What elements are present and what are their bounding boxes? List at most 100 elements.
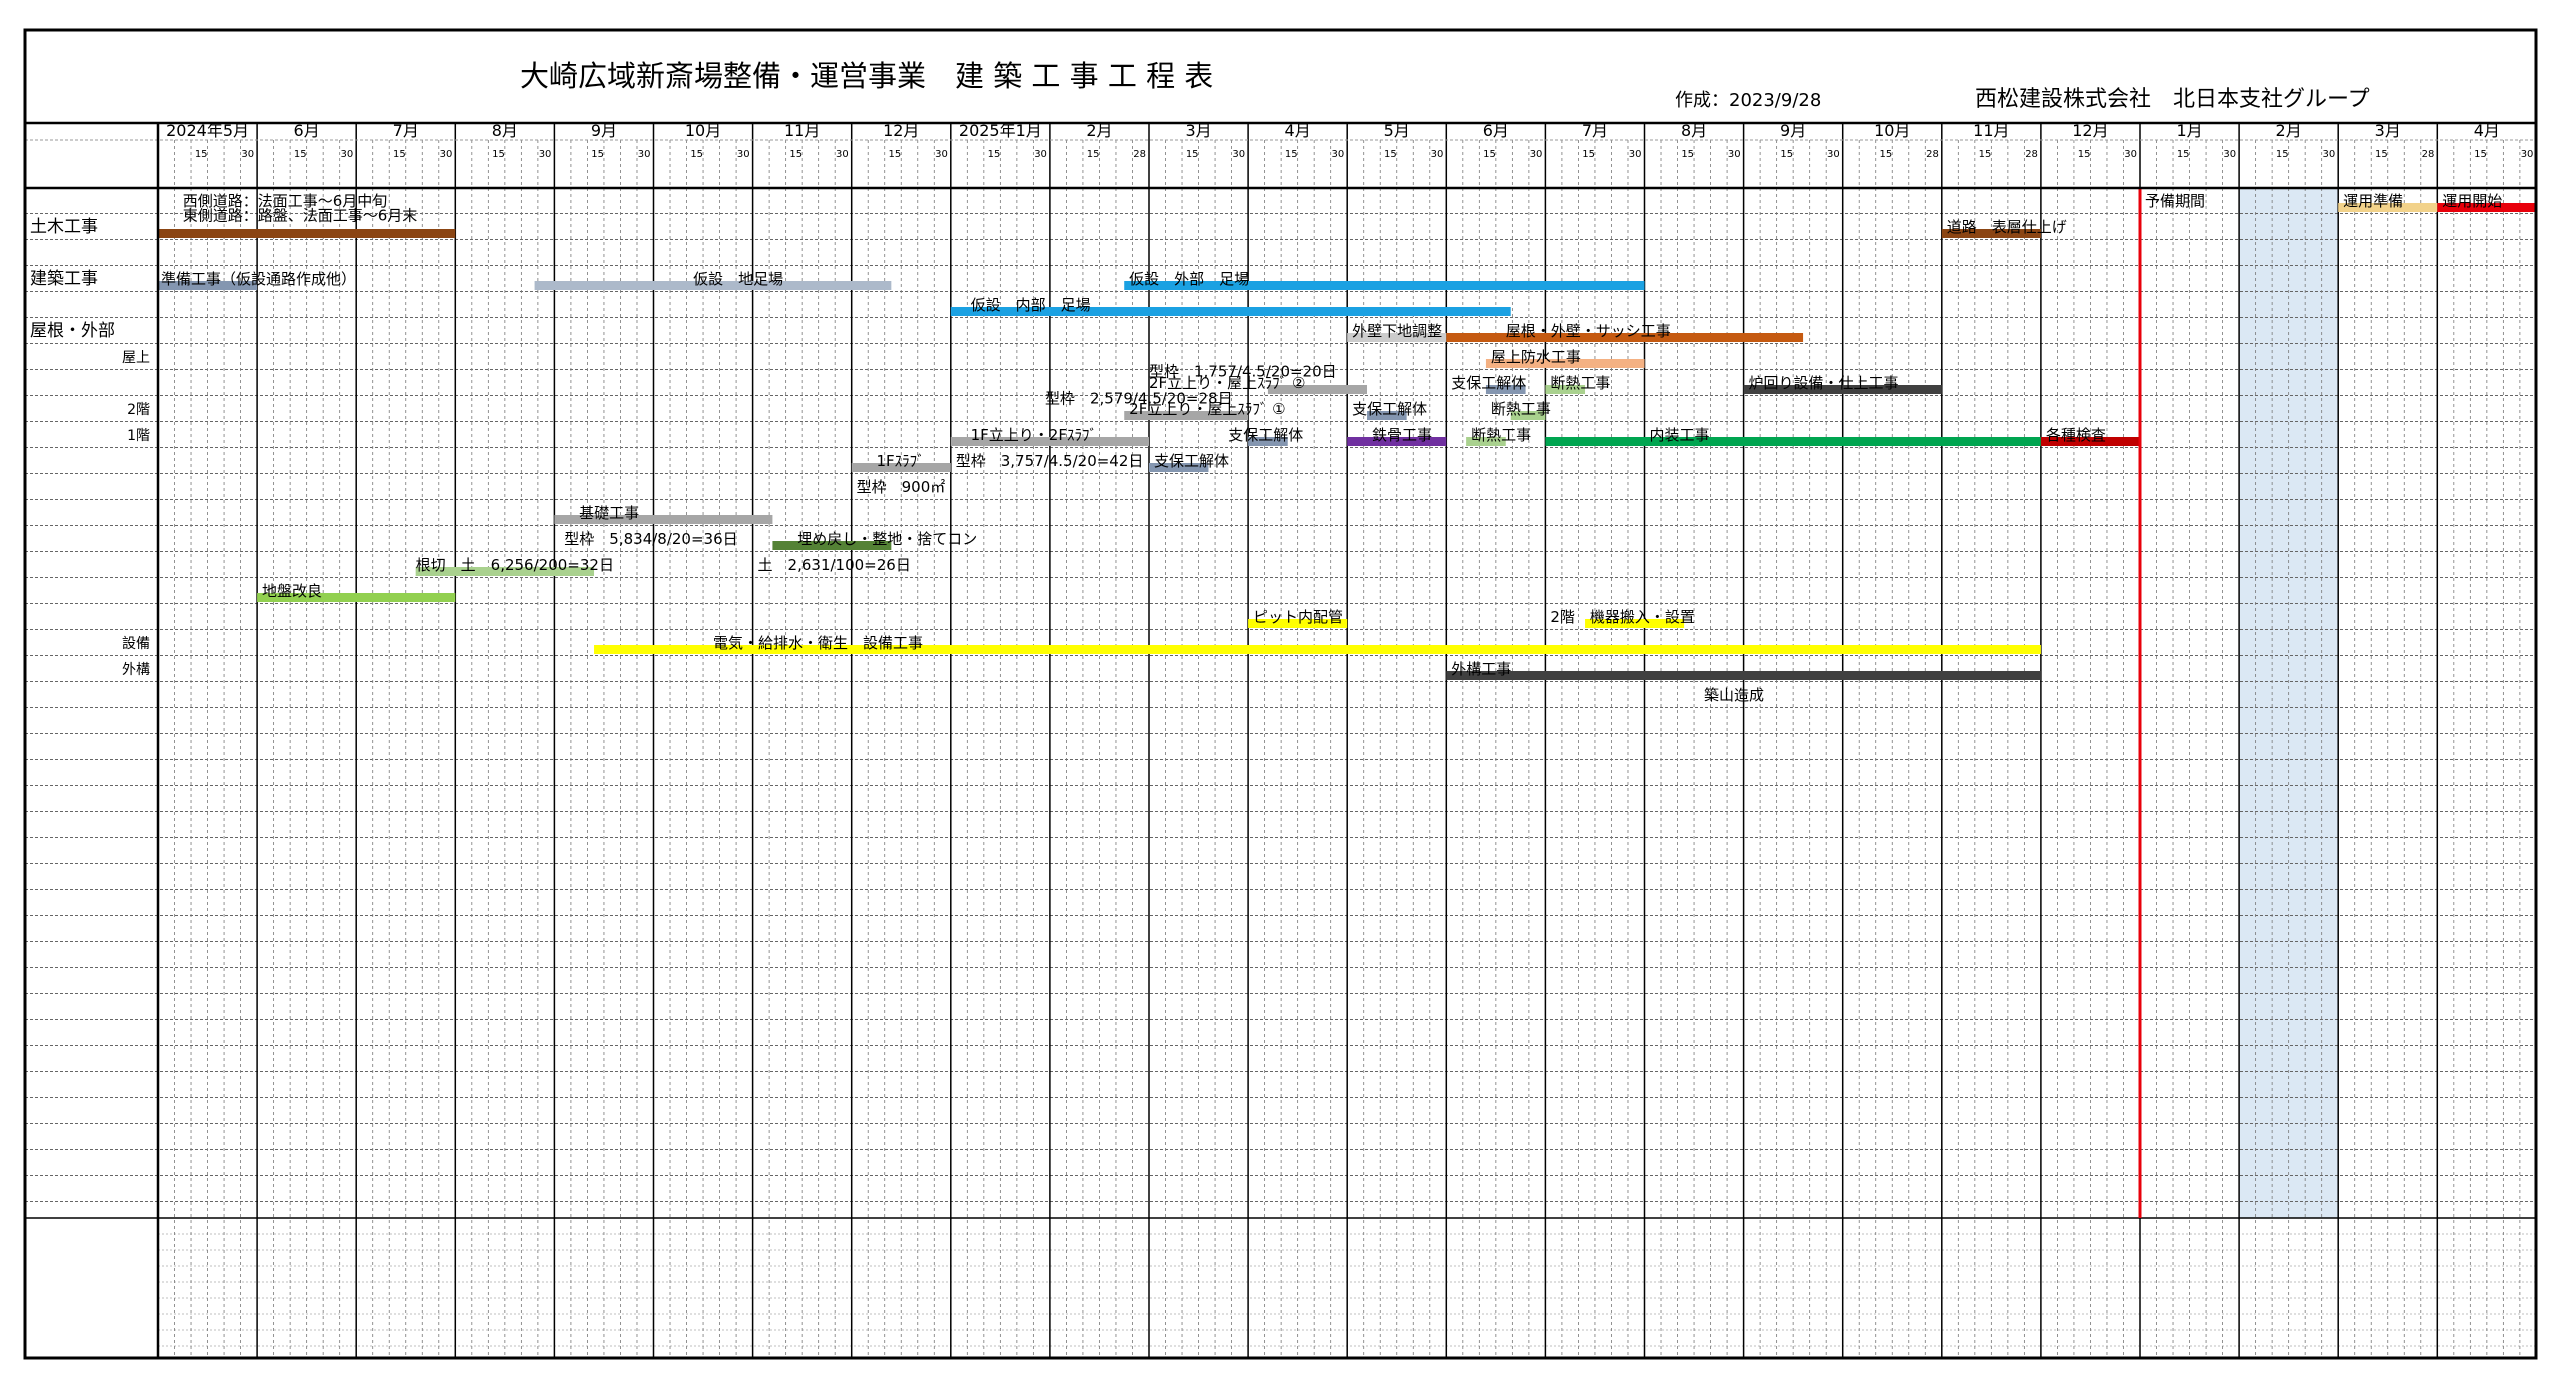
task-label: 型枠 3,757/4.5/20=42日: [956, 452, 1144, 470]
task-label: 仮設 地足場: [693, 270, 783, 288]
task-bar: [1510, 411, 1546, 420]
day-tick-label: 15: [1780, 149, 1793, 160]
task-label: 型枠 5,834/8/20=36日: [564, 530, 737, 548]
task-label: 準備工事（仮設通路作成他）: [161, 270, 356, 288]
day-tick-label: 15: [1384, 149, 1397, 160]
task-bar: [1466, 437, 1506, 446]
day-tick-label: 15: [1979, 149, 1992, 160]
day-tick-label: 30: [836, 149, 849, 160]
month-label: 4月: [1285, 121, 1311, 140]
category-label: 屋根・外部: [30, 321, 115, 341]
month-header: 2024年5月 15 30 6月 15 30 7月 15 30 8月 15 30 9月 15 30 10月 15…: [166, 121, 2533, 160]
task-label: 断熱工事: [1491, 400, 1551, 418]
month-label: 2月: [1086, 121, 1112, 140]
category-label: 建築工事: [30, 269, 98, 289]
task-label: 運用開始: [2442, 192, 2502, 210]
task-label: 根切 土 6,256/200=32日: [416, 556, 614, 574]
task-bar: [1941, 229, 2041, 238]
task-label: 型枠 1,757/4.5/20=20日: [1149, 362, 1337, 380]
day-tick-label: 15: [988, 149, 1001, 160]
task-label: 屋根・外壁・サッシ工事: [1506, 322, 1671, 340]
chart-frame: [23, 28, 2538, 1360]
category-label: 外構: [122, 662, 150, 678]
month-label: 2025年1月: [959, 121, 1042, 140]
company-name: 西松建設株式会社 北日本支社グループ: [1975, 87, 2370, 112]
category-label: 2階: [127, 402, 150, 418]
day-tick-label: 30: [2124, 149, 2137, 160]
task-label: 支保工解体: [1228, 426, 1303, 444]
task-bar: [950, 307, 1511, 316]
day-tick-label: 30: [440, 149, 453, 160]
task-label: 2F立上り・屋上ｽﾗﾌﾞ ①: [1129, 400, 1285, 418]
day-tick-label: 15: [1087, 149, 1100, 160]
task-label: 型枠 900㎡: [857, 478, 946, 496]
task-label: 築山造成: [1704, 686, 1764, 704]
task-bar: [415, 567, 595, 576]
day-tick-label: 15: [195, 149, 208, 160]
task-bar: [2437, 203, 2537, 212]
month-label: 4月: [2474, 121, 2500, 140]
month-label: 8月: [492, 121, 518, 140]
task-bar: [1485, 359, 1645, 368]
task-bar: [1267, 385, 1368, 394]
task-bar: [950, 437, 1149, 446]
day-tick-label: 30: [539, 149, 552, 160]
task-bar: [1248, 437, 1288, 446]
day-tick-label: 30: [1629, 149, 1642, 160]
day-tick-label: 15: [1880, 149, 1893, 160]
day-tick-label: 15: [690, 149, 703, 160]
task-bar: [1149, 463, 1209, 472]
day-tick-label: 15: [393, 149, 406, 160]
month-label: 2月: [2276, 121, 2302, 140]
task-label: 支保工解体: [1451, 374, 1526, 392]
day-tick-label: 15: [2375, 149, 2388, 160]
day-tick-label: 15: [789, 149, 802, 160]
task-label: 予備期間: [2145, 192, 2205, 210]
day-tick-label: 30: [737, 149, 750, 160]
timeline-grid: [25, 123, 2536, 1358]
month-label: 9月: [1780, 121, 1806, 140]
page-title: 大崎広域新斎場整備・運営事業 建 築 工 事 工 程 表: [520, 59, 1213, 93]
task-label: 埋め戻し・整地・捨てコン: [797, 530, 977, 548]
day-tick-label: 30: [1331, 149, 1344, 160]
day-tick-label: 15: [1285, 149, 1298, 160]
task-bar: [257, 593, 456, 602]
task-bar: [1124, 411, 1249, 420]
month-label: 12月: [2072, 121, 2108, 140]
task-bar: [1485, 385, 1526, 394]
day-tick-label: 30: [935, 149, 948, 160]
task-bar: [851, 463, 951, 472]
day-tick-label: 30: [1232, 149, 1245, 160]
task-bar: [1585, 619, 1685, 628]
day-tick-label: 15: [2078, 149, 2091, 160]
month-label: 7月: [393, 121, 419, 140]
day-tick-label: 30: [1728, 149, 1741, 160]
day-tick-label: 15: [1483, 149, 1496, 160]
task-bar: [1446, 333, 1804, 342]
day-tick-label: 30: [2521, 149, 2534, 160]
task-label: 断熱工事: [1550, 374, 1610, 392]
day-tick-label: 15: [1582, 149, 1595, 160]
task-bars: [158, 203, 2537, 680]
month-label: 11月: [784, 121, 820, 140]
day-tick-label: 28: [2025, 149, 2038, 160]
task-label: 電気・給排水・衛生 設備工事: [713, 634, 923, 652]
task-label: 各種検査: [2046, 426, 2106, 444]
task-bar: [1124, 281, 1645, 290]
month-label: 12月: [883, 121, 919, 140]
reserve-period-band: [2239, 188, 2339, 1218]
task-label: 外壁下地調整: [1352, 322, 1442, 340]
day-tick-label: 30: [340, 149, 353, 160]
task-bar: [2040, 437, 2140, 446]
task-label: 鉄骨工事: [1372, 426, 1432, 444]
task-label: 西側道路：法面工事～6月中旬: [183, 192, 388, 210]
day-tick-label: 30: [638, 149, 651, 160]
task-label: 土 2,631/100=26日: [758, 556, 911, 574]
day-tick-label: 30: [2223, 149, 2236, 160]
task-bar: [1248, 619, 1348, 628]
task-bar: [1545, 437, 2041, 446]
category-label: 1階: [127, 428, 150, 444]
task-label: 仮設 外部 足場: [1129, 270, 1249, 288]
day-tick-label: 30: [1827, 149, 1840, 160]
